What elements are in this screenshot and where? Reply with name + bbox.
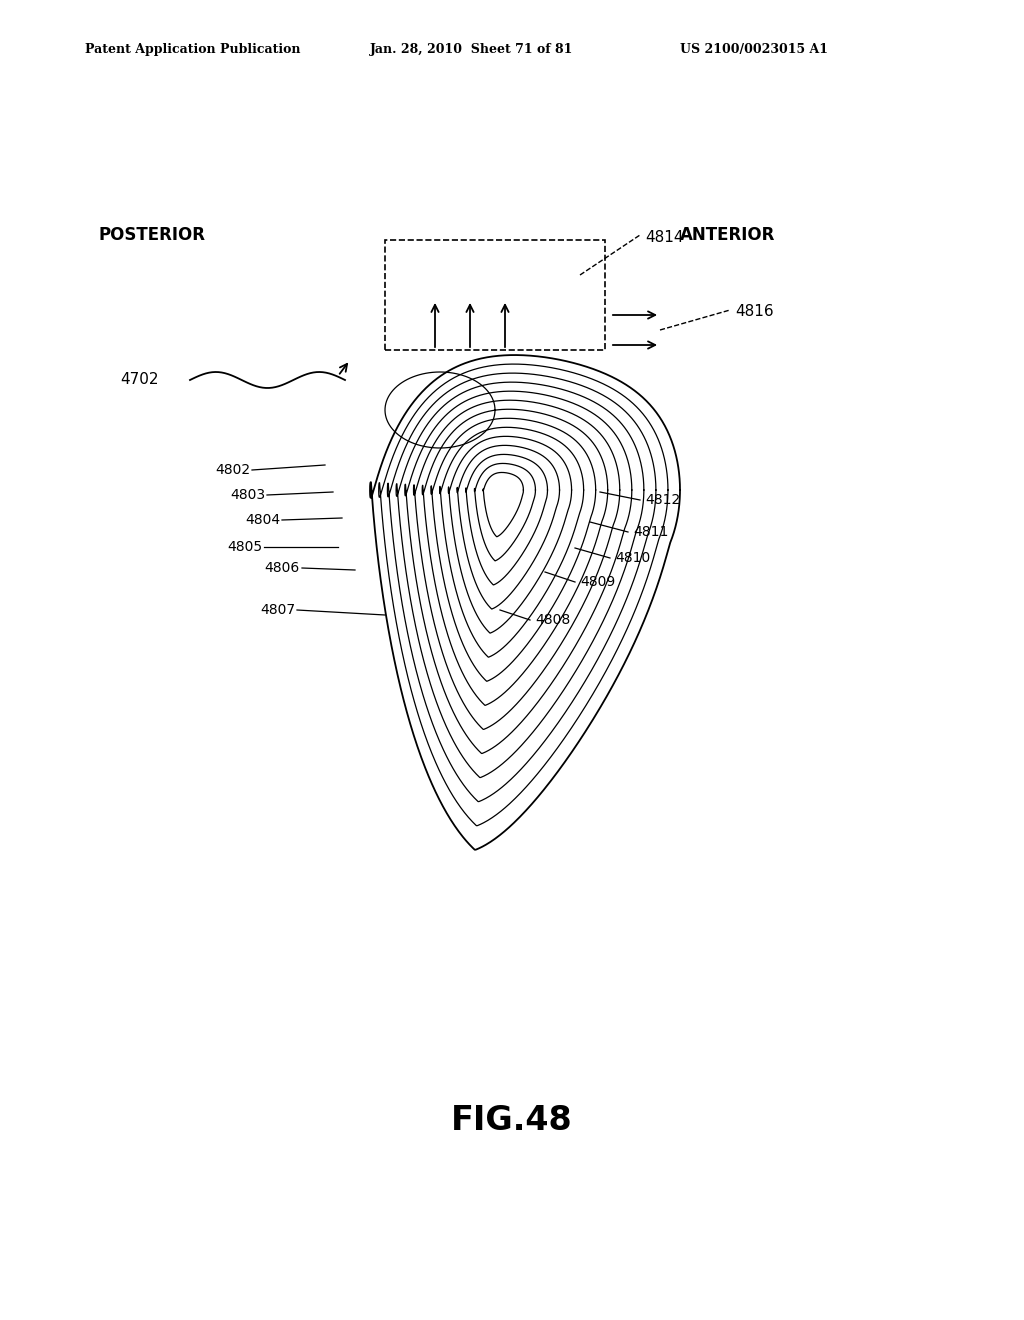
Text: US 2100/0023015 A1: US 2100/0023015 A1 — [680, 44, 828, 57]
Text: FIG.48: FIG.48 — [452, 1104, 572, 1137]
Text: 4804: 4804 — [245, 513, 280, 527]
Text: ANTERIOR: ANTERIOR — [680, 226, 775, 244]
Text: Jan. 28, 2010  Sheet 71 of 81: Jan. 28, 2010 Sheet 71 of 81 — [370, 44, 573, 57]
Text: 4807: 4807 — [260, 603, 295, 616]
Text: 4702: 4702 — [120, 372, 159, 388]
Bar — [385, 240, 605, 350]
Text: 4809: 4809 — [580, 576, 615, 589]
Text: 4802: 4802 — [215, 463, 250, 477]
Text: 4803: 4803 — [229, 488, 265, 502]
Text: 4808: 4808 — [535, 612, 570, 627]
Text: POSTERIOR: POSTERIOR — [98, 226, 205, 244]
Text: Patent Application Publication: Patent Application Publication — [85, 44, 300, 57]
Text: 4810: 4810 — [615, 550, 650, 565]
Text: 4811: 4811 — [633, 525, 669, 539]
Text: 4806: 4806 — [265, 561, 300, 576]
Text: 4816: 4816 — [735, 305, 773, 319]
Text: 4805: 4805 — [227, 540, 262, 554]
Text: 4812: 4812 — [645, 492, 680, 507]
Text: 4814: 4814 — [645, 231, 683, 246]
